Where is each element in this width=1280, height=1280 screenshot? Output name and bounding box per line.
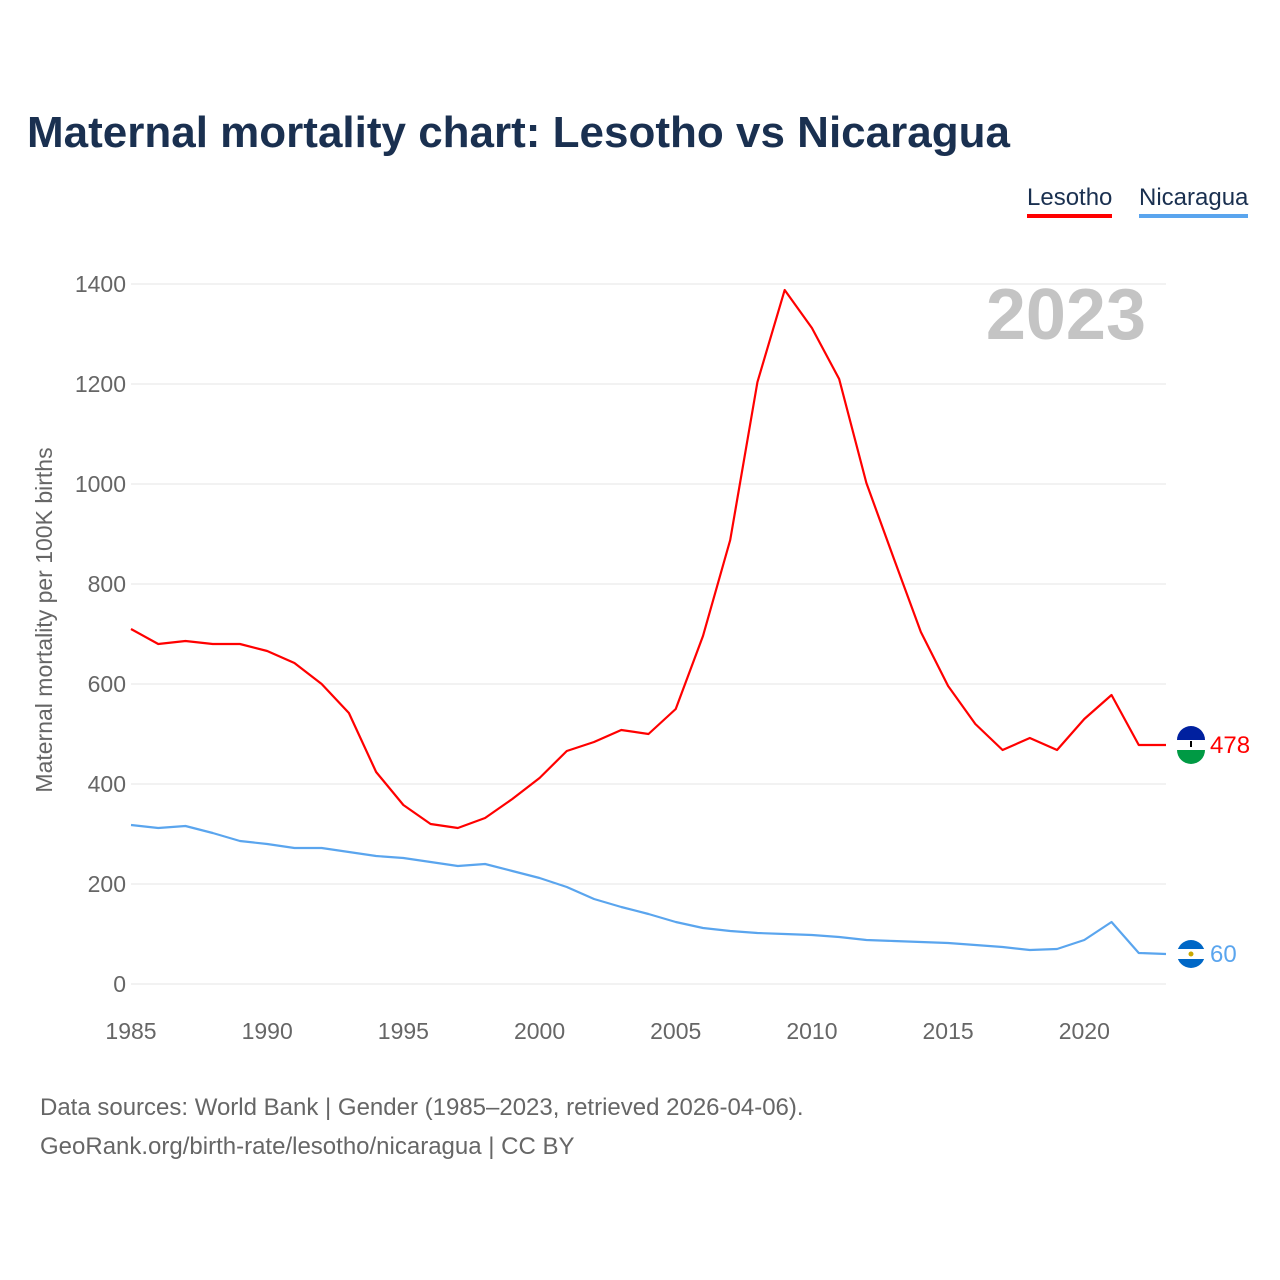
x-tick-label: 1990 <box>242 1018 293 1044</box>
series-line-nicaragua <box>130 823 1167 956</box>
y-tick-label: 800 <box>88 571 126 597</box>
y-tick-label: 1200 <box>75 371 126 397</box>
x-tick-label: 1985 <box>105 1018 156 1044</box>
series-line-lesotho <box>130 288 1166 830</box>
year-watermark: 2023 <box>986 275 1146 355</box>
x-tick-label: 2005 <box>650 1018 701 1044</box>
lesotho-flag-icon <box>1177 726 1205 740</box>
source-line-1: Data sources: World Bank | Gender (1985–… <box>40 1094 804 1121</box>
chart-title: Maternal mortality chart: Lesotho vs Nic… <box>27 108 1010 157</box>
x-tick-label: 2020 <box>1059 1018 1110 1044</box>
x-tick-label: 1995 <box>378 1018 429 1044</box>
x-tick-label: 2010 <box>786 1018 837 1044</box>
nicaragua-flag-icon <box>1188 951 1194 957</box>
legend-nicaragua[interactable]: Nicaragua <box>1139 184 1249 218</box>
y-tick-label: 400 <box>88 771 126 797</box>
y-tick-label: 1400 <box>75 271 126 297</box>
y-tick-label: 600 <box>88 671 126 697</box>
source-note: Data sources: World Bank | Gender (1985–… <box>40 1088 804 1166</box>
lesotho-flag-icon <box>1190 741 1192 747</box>
y-tick-label: 1000 <box>75 471 126 497</box>
x-tick-label: 2000 <box>514 1018 565 1044</box>
y-tick-label: 200 <box>88 871 126 897</box>
source-line-2[interactable]: GeoRank.org/birth-rate/lesotho/nicaragua… <box>40 1133 575 1160</box>
end-value-label: 60 <box>1210 941 1237 968</box>
legend-lesotho[interactable]: Lesotho <box>1027 184 1113 218</box>
lesotho-flag-icon <box>1177 750 1205 764</box>
y-tick-label: 0 <box>113 971 126 997</box>
end-value-label: 478 <box>1210 732 1250 759</box>
x-tick-label: 2015 <box>923 1018 974 1044</box>
y-axis-label: Maternal mortality per 100K births <box>31 447 57 792</box>
